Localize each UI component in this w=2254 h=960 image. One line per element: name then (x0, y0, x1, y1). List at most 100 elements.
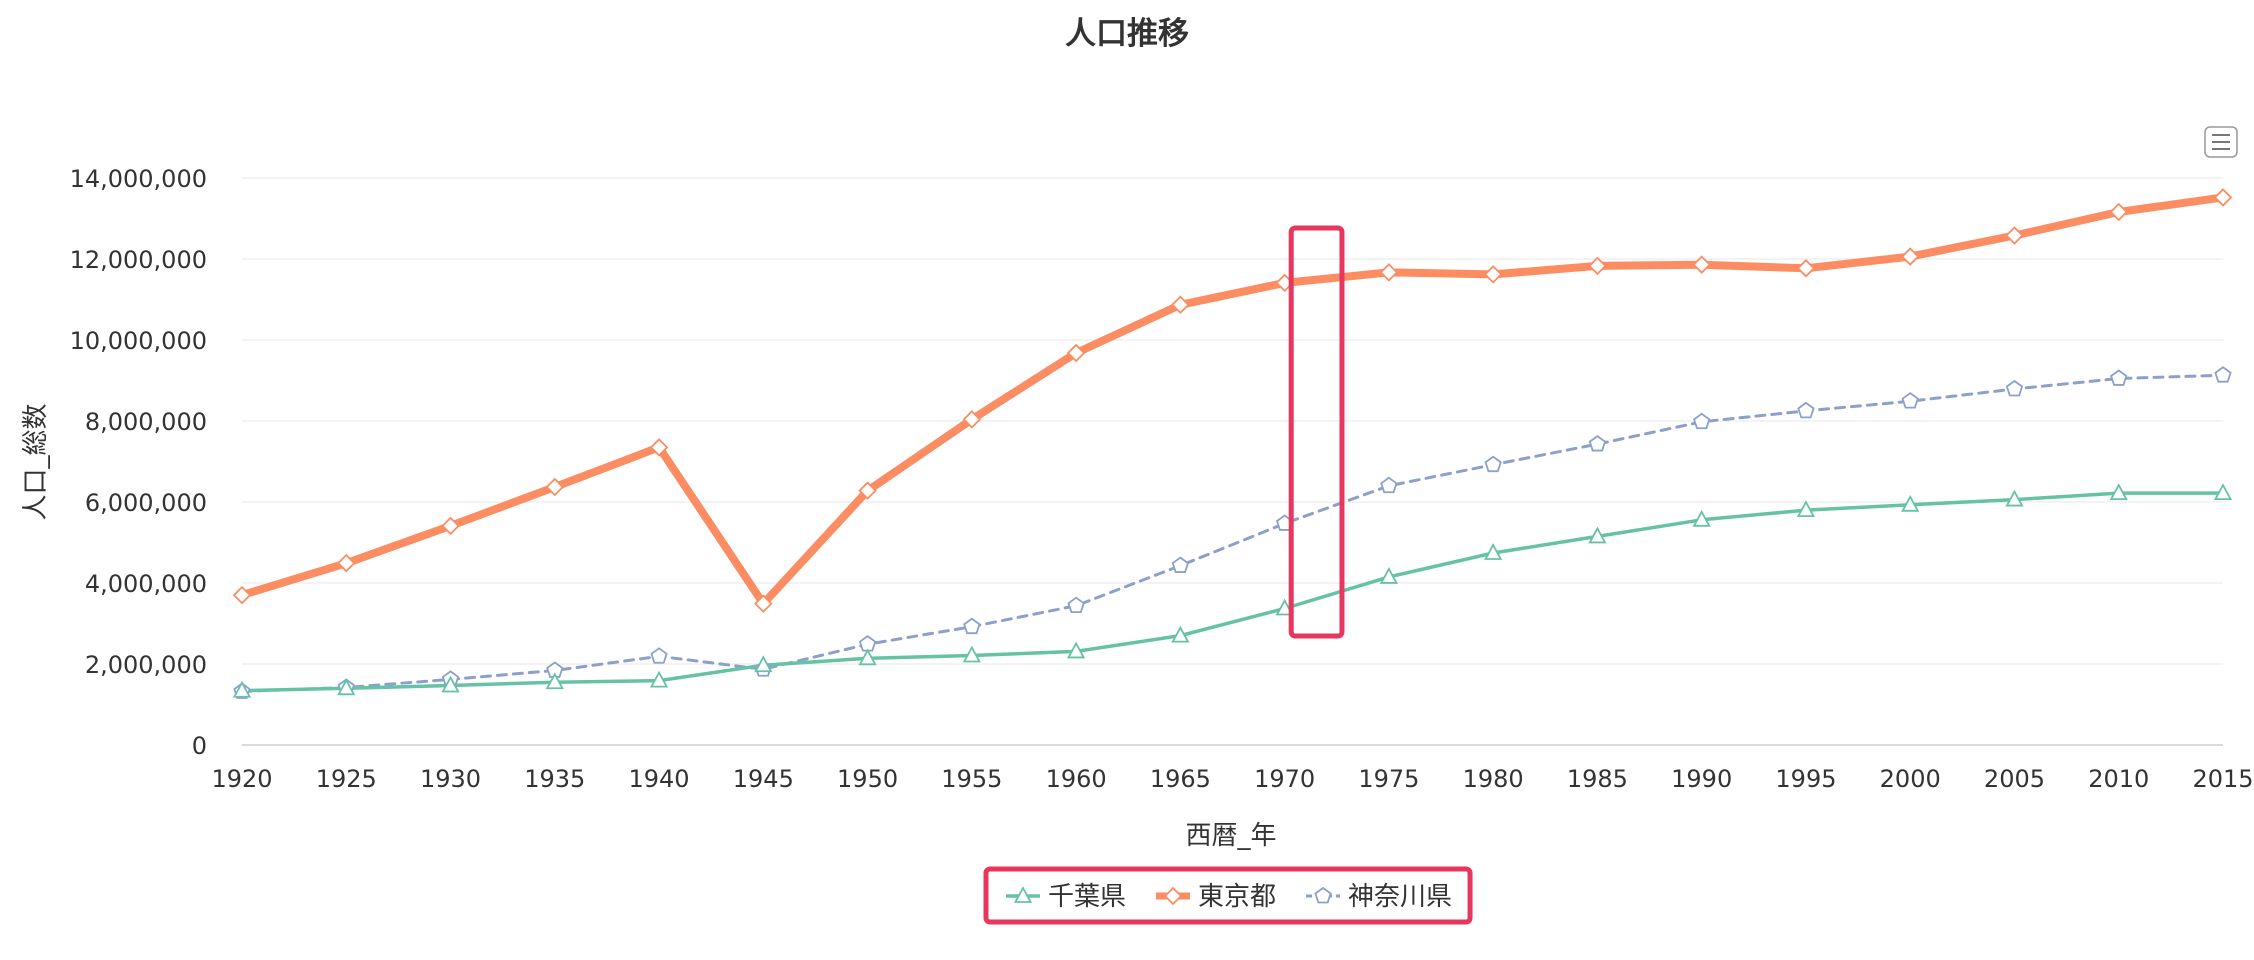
x-tick-label: 2005 (1984, 765, 2045, 793)
legend-marker (1013, 886, 1033, 903)
data-point-marker (649, 670, 669, 688)
legend-label: 東京都 (1198, 882, 1276, 912)
series-line (240, 373, 2225, 693)
data-point-marker (1484, 455, 1502, 473)
data-point-marker (2005, 379, 2024, 397)
data-point-marker (1588, 526, 1607, 544)
x-tick-label: 2000 (1880, 765, 1941, 793)
data-point-marker (2214, 366, 2232, 383)
x-tick-label: 1995 (1775, 765, 1836, 793)
hamburger-menu-icon (2212, 134, 2230, 150)
highlight-boxes (983, 225, 1473, 925)
y-tick-label: 6,000,000 (85, 489, 207, 517)
highlight-box-legend (983, 866, 1473, 925)
menu-button[interactable] (2204, 126, 2238, 158)
x-tick-label: 1955 (941, 765, 1002, 793)
legend-item[interactable]: 千葉県 (1006, 882, 1126, 912)
legend-marker (1314, 886, 1332, 904)
y-tick-label: 14,000,000 (70, 165, 207, 193)
legend-item[interactable]: 東京都 (1156, 882, 1276, 912)
legend: 千葉県 東京都 神奈川県 (1006, 882, 1452, 912)
data-point-marker (337, 678, 356, 696)
data-point-marker (1380, 476, 1398, 494)
data-point-marker (962, 645, 981, 663)
y-tick-label: 12,000,000 (70, 246, 207, 274)
data-point-marker (1067, 596, 1085, 614)
y-tick-label: 2,000,000 (85, 651, 207, 679)
data-point-marker (1796, 500, 1816, 517)
data-point-marker (1275, 598, 1294, 616)
series-lines (238, 193, 2227, 693)
x-tick-label: 1940 (629, 765, 690, 793)
x-tick-label: 1980 (1463, 765, 1524, 793)
data-point-marker (2213, 188, 2233, 207)
legend-item[interactable]: 神奈川県 (1306, 882, 1452, 912)
data-point-marker (1692, 509, 1711, 527)
data-point-marker (1066, 343, 1086, 363)
x-tick-label: 1950 (837, 765, 898, 793)
data-point-marker (754, 655, 773, 673)
data-point-marker (1588, 434, 1607, 452)
x-tick-label: 2010 (2088, 765, 2149, 793)
x-tick-label: 1985 (1567, 765, 1628, 793)
x-tick-label: 1925 (316, 765, 377, 793)
data-point-marker (441, 516, 460, 536)
data-point-marker (1901, 494, 1920, 512)
axes: 0 2,000,000 4,000,000 6,000,000 8,000,000 10,… (70, 165, 2254, 793)
x-tick-label: 1965 (1150, 765, 1211, 793)
series-line (238, 193, 2227, 608)
data-point-marker (962, 410, 982, 429)
data-point-marker (1379, 567, 1399, 584)
data-point-marker (1693, 412, 1711, 430)
data-point-marker (963, 617, 981, 635)
data-point-marker (1797, 401, 1815, 419)
x-axis-title: 西暦_年 (1185, 821, 1276, 851)
data-point-marker (545, 672, 564, 690)
data-point-marker (2109, 202, 2129, 222)
data-point-marker (1483, 265, 1503, 284)
y-tick-label: 8,000,000 (85, 408, 207, 436)
data-point-marker (1692, 255, 1711, 274)
legend-marker (1163, 886, 1183, 906)
data-point-marker (650, 647, 668, 664)
data-point-marker (1171, 625, 1190, 643)
series-line (240, 491, 2225, 693)
data-point-marker (2110, 369, 2128, 386)
data-point-marker (441, 675, 460, 693)
data-point-marker (1796, 259, 1816, 278)
x-tick-label: 2015 (2192, 765, 2253, 793)
legend-label: 千葉県 (1048, 882, 1126, 912)
y-axis-title: 人口_総数 (21, 403, 51, 520)
data-point-marker (2213, 483, 2233, 500)
data-point-marker (1588, 256, 1607, 276)
x-tick-label: 1975 (1358, 765, 1419, 793)
x-tick-label: 1960 (1046, 765, 1107, 793)
data-point-marker (1066, 641, 1086, 659)
data-point-marker (1171, 556, 1190, 573)
data-point-marker (1901, 392, 1919, 409)
y-tick-label: 0 (192, 732, 207, 760)
data-point-marker (545, 477, 565, 497)
data-point-marker (858, 648, 877, 666)
data-point-marker (2005, 226, 2024, 245)
data-point-marker (858, 481, 877, 500)
x-tick-label: 1920 (211, 765, 272, 793)
x-tick-label: 1935 (524, 765, 585, 793)
data-point-marker (1379, 263, 1399, 282)
data-point-marker (2109, 483, 2128, 500)
data-point-marker (754, 594, 773, 613)
data-point-marker (649, 438, 669, 457)
data-point-marker (232, 585, 252, 605)
data-point-marker (232, 680, 252, 698)
data-point-marker (1171, 295, 1190, 315)
data-point-marker (1900, 247, 1920, 266)
data-point-marker (1484, 543, 1503, 560)
y-tick-label: 4,000,000 (85, 570, 207, 598)
data-point-marker (336, 553, 356, 573)
y-tick-label: 10,000,000 (70, 327, 207, 355)
legend-label: 神奈川県 (1348, 882, 1452, 912)
series-markers (232, 188, 2233, 699)
x-tick-label: 1945 (733, 765, 794, 793)
chart-title: 人口推移 (1065, 16, 1189, 52)
